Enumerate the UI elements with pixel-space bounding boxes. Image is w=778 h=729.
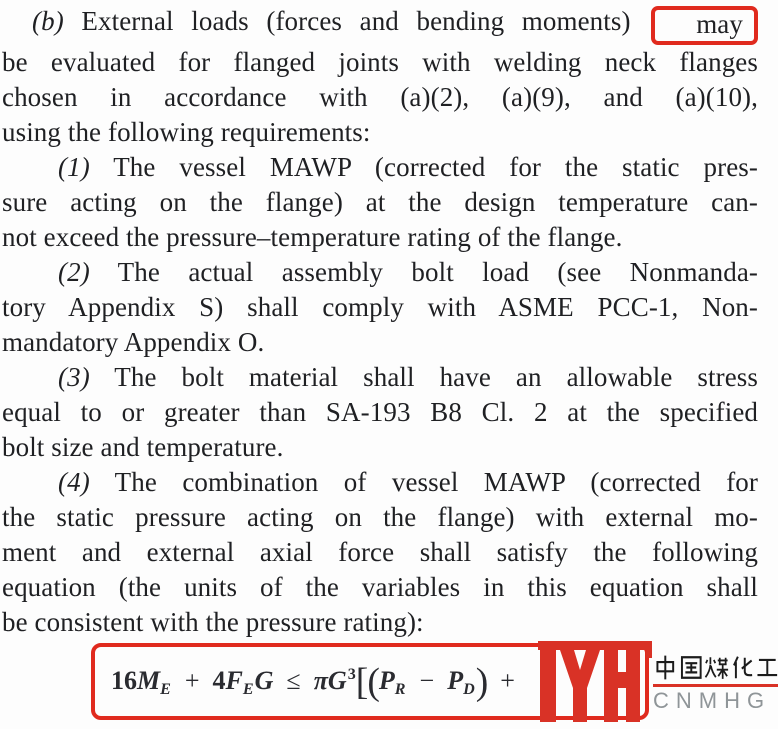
equation-token: 16 xyxy=(111,665,137,695)
text-line: (1) The vessel MAWP (corrected for the s… xyxy=(58,152,758,182)
equation-token: ) xyxy=(475,660,489,703)
watermark-logo: CNMHG xyxy=(536,640,778,729)
logo-text-block: CNMHG xyxy=(653,654,778,714)
text-line: tory Appendix S) shall comply with ASME … xyxy=(2,292,758,322)
equation-token: P xyxy=(447,665,464,695)
equation-token: F xyxy=(225,665,243,695)
text-line: the static pressure acting on the flange… xyxy=(2,502,758,532)
text-line: (2) The actual assembly bolt load (see N… xyxy=(58,257,758,287)
equation-token: π xyxy=(313,665,328,695)
text-column: (b) External loads (forces and bending m… xyxy=(2,4,758,640)
equation-token: 3 xyxy=(347,666,356,684)
item-label: (b) xyxy=(32,6,64,36)
cjk-glyph-gong xyxy=(757,658,778,677)
cjk-glyph-guo xyxy=(680,656,702,679)
equation-highlight-box: 16ME +4FEG ≤ πG3[(PR − PD) + xyxy=(91,643,649,720)
equation-token: 4 xyxy=(212,665,226,695)
text-line: (3) The bolt material shall have an allo… xyxy=(58,362,758,392)
equation-token: E xyxy=(242,681,254,699)
cjk-glyph-zhong xyxy=(656,655,675,680)
equation-token: D xyxy=(463,681,475,699)
text-line: equal to or greater than SA-193 B8 Cl. 2… xyxy=(2,397,758,427)
item-label: (3) xyxy=(58,362,90,392)
equation-token: − xyxy=(419,665,435,695)
logo-underline xyxy=(653,684,778,687)
text-line: (b) External loads (forces and bending m… xyxy=(2,4,758,45)
text-line: bolt size and temperature. xyxy=(2,432,284,462)
equation-token: P xyxy=(378,665,395,695)
equation-token: + xyxy=(184,665,200,695)
equation-token: + xyxy=(500,665,515,695)
cjk-glyph-hua xyxy=(732,656,753,679)
item-label: (1) xyxy=(58,152,90,182)
text-line: sure acting on the flange) at the design… xyxy=(2,187,758,217)
item-label: (4) xyxy=(58,467,90,497)
word-highlight-box: may xyxy=(651,6,758,45)
equation-token: M xyxy=(137,665,161,695)
equation: 16ME +4FEG ≤ πG3[(PR − PD) + xyxy=(95,660,528,704)
equation-token: [ xyxy=(355,660,369,703)
text-line: chosen in accordance with (a)(2), (a)(9)… xyxy=(2,82,758,112)
text-line: not exceed the pressure–temperature rati… xyxy=(2,222,623,252)
equation-token: G xyxy=(327,665,347,695)
logo-chinese-text xyxy=(653,654,778,681)
text-line: ment and external axial force shall sati… xyxy=(2,537,758,567)
text-line: mandatory Appendix O. xyxy=(2,327,265,357)
cjk-glyph-mei xyxy=(704,657,729,679)
text-line: be evaluated for flanged joints with wel… xyxy=(2,47,758,77)
equation-token: E xyxy=(160,681,171,699)
equation-token: G xyxy=(254,665,274,695)
text-line: using the following requirements: xyxy=(2,117,371,147)
text-line: (4) The combination of vessel MAWP (corr… xyxy=(58,467,758,497)
equation-token: ≤ xyxy=(286,665,301,695)
equation-token: R xyxy=(394,681,406,699)
equation-token: ( xyxy=(367,660,380,703)
logo-monogram-yh-icon xyxy=(538,641,652,722)
text-line: be consistent with the pressure rating): xyxy=(2,607,424,637)
item-label: (2) xyxy=(58,257,90,287)
text-line: equation (the units of the variables in … xyxy=(2,572,758,602)
logo-latin-text: CNMHG xyxy=(653,688,772,713)
